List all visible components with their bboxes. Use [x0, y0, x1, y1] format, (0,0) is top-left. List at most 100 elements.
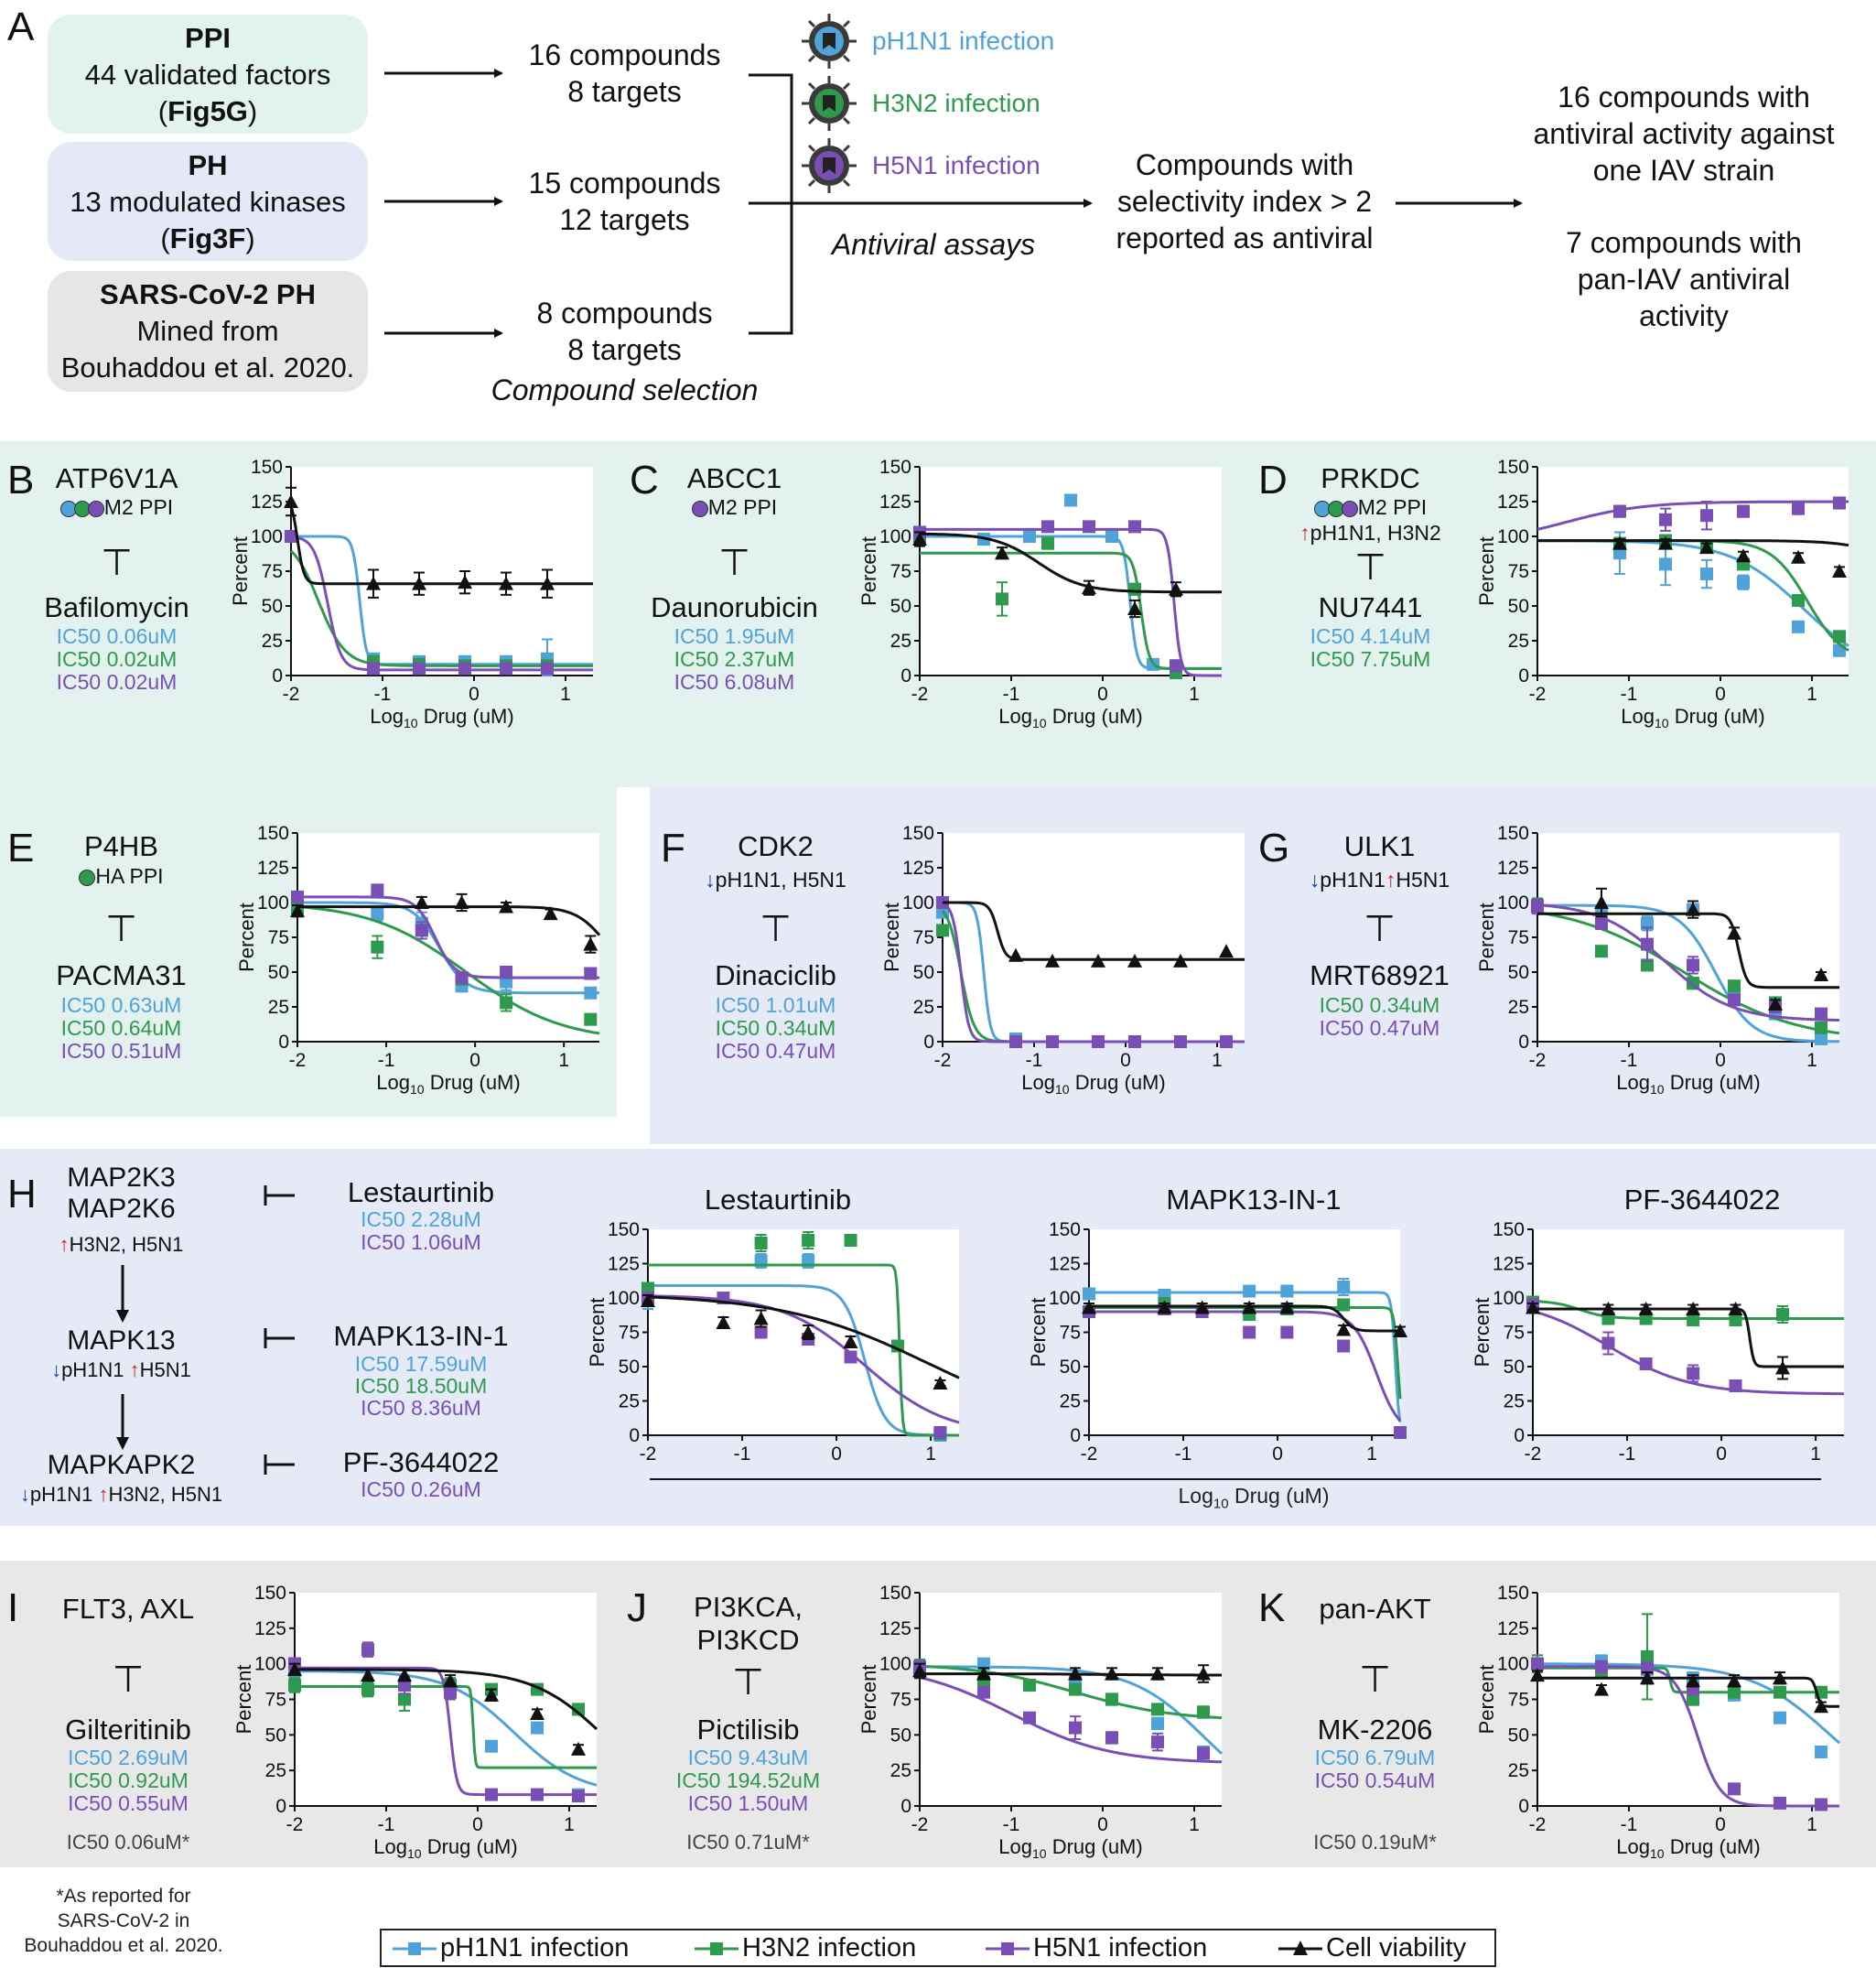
data-point-h5n1-infection: [1243, 1325, 1256, 1339]
y-tick-label: 25: [619, 1391, 640, 1412]
data-point-cell-viability: [1773, 1671, 1787, 1685]
panel-label-i: I: [7, 1585, 19, 1630]
y-tick-label: 50: [619, 1357, 640, 1378]
y-tick-label: 125: [1493, 1254, 1525, 1275]
ic50-c-3: IC50 6.08uM: [674, 670, 795, 694]
panel-label-b: B: [7, 458, 35, 503]
y-axis-label: Percent: [1027, 1298, 1050, 1368]
ppi-e: HA PPI: [41, 863, 201, 889]
y-tick-label: 150: [902, 823, 934, 844]
y-axis-label: Percent: [1471, 1298, 1493, 1368]
data-point-h5n1-infection: [444, 1685, 457, 1699]
drug-g: MRT68921: [1310, 959, 1450, 991]
x-tick-label: -2: [640, 1444, 657, 1465]
ppi-c: M2 PPI: [654, 494, 814, 520]
data-point-cell-viability: [1150, 1666, 1165, 1681]
panel-label-j: J: [627, 1585, 647, 1630]
data-point-ph1n1-infection: [1700, 568, 1713, 581]
data-point-cell-viability: [1814, 968, 1828, 982]
data-point-cell-viability: [412, 576, 426, 590]
y-tick-label: 125: [1497, 858, 1529, 879]
data-point-h5n1-infection: [1639, 1357, 1653, 1370]
data-point-cell-viability: [801, 1325, 816, 1339]
y-tick-label: 125: [879, 1618, 911, 1639]
panel-label-f: F: [661, 826, 685, 870]
data-point-h5n1-infection: [1128, 1035, 1141, 1048]
data-point-cell-viability: [290, 903, 305, 918]
ppi-dot-h5n1: [87, 500, 104, 517]
data-point-h5n1-infection: [1046, 1035, 1059, 1048]
data-point-ph1n1-infection: [1280, 1284, 1294, 1298]
data-point-cell-viability: [1791, 549, 1806, 564]
y-tick-label: 125: [879, 492, 911, 513]
data-point-cell-viability: [1736, 548, 1751, 563]
inhibit-symbol-b: ⊤: [101, 543, 133, 583]
data-point-h5n1-infection: [1041, 520, 1054, 534]
y-tick-label: 0: [900, 1796, 911, 1817]
data-point-ph1n1-infection: [1815, 1032, 1827, 1045]
reg-f-label: pH1N1, H5N1: [715, 868, 846, 892]
y-tick-label: 75: [890, 1690, 911, 1711]
x-tick-label: 1: [1189, 1814, 1200, 1835]
data-point-cell-viability: [1279, 1300, 1295, 1314]
y-tick-label: 75: [913, 927, 934, 948]
h-shared-xlabel: Log10 Drug (uM): [1126, 1483, 1382, 1518]
y-tick-label: 25: [890, 1760, 911, 1781]
data-point-h5n1-infection: [572, 1790, 585, 1803]
y-tick-label: 125: [251, 492, 283, 513]
sars-ic50-k: IC50 0.19uM*: [1313, 1831, 1437, 1854]
y-tick-label: 25: [913, 997, 934, 1018]
data-point-cell-viability: [1173, 953, 1188, 968]
data-point-cell-viability: [1699, 540, 1714, 555]
data-point-h3n2-infection: [1833, 630, 1846, 643]
x-axis-label: Log10 Drug (uM): [370, 705, 513, 730]
data-point-cell-viability: [1686, 902, 1700, 916]
x-axis-label: Log10 Drug (uM): [373, 1835, 517, 1861]
x-tick-label: -1: [1175, 1444, 1192, 1465]
y-tick-label: 0: [923, 1032, 934, 1053]
node-mapk13-up-label: H5N1: [139, 1358, 191, 1381]
data-point-cell-viability: [753, 1311, 769, 1325]
y-tick-label: 75: [1060, 1323, 1081, 1344]
data-point-h5n1-infection: [1729, 1379, 1742, 1392]
data-point-h5n1-infection: [1128, 520, 1141, 534]
y-tick-label: 75: [890, 561, 911, 582]
x-tick-label: 1: [1212, 1050, 1223, 1071]
fit-curve-h5n1-infection: [297, 895, 599, 979]
selectivity-line2: selectivity index > 2: [1116, 185, 1373, 218]
data-point-h5n1-infection: [1337, 1339, 1351, 1353]
reg-g-down-label: pH1N1: [1320, 868, 1385, 892]
footnote-line1: *As reported for: [56, 1886, 191, 1907]
data-point-h5n1-infection: [1174, 1035, 1187, 1048]
y-tick-label: 75: [265, 1690, 286, 1711]
selectivity-line1: Compounds with: [1135, 148, 1354, 181]
data-point-ph1n1-infection: [1774, 1711, 1786, 1725]
result1-line1: 16 compounds with: [1558, 81, 1810, 114]
plot-area: [1537, 467, 1849, 676]
data-point-h3n2-infection: [1687, 1314, 1700, 1326]
x-tick-label: 1: [925, 1444, 936, 1465]
y-tick-label: 25: [1504, 1391, 1525, 1412]
data-point-h5n1-infection: [1023, 1711, 1036, 1725]
data-point-cell-viability: [1640, 1671, 1655, 1685]
data-point-cell-viability: [1832, 564, 1847, 578]
y-tick-label: 125: [1049, 1254, 1081, 1275]
y-tick-label: 150: [251, 457, 283, 478]
y-tick-label: 0: [1518, 1032, 1529, 1053]
data-point-h5n1-infection: [485, 1788, 498, 1801]
drug-j: Pictilisib: [696, 1714, 800, 1746]
data-point-cell-viability: [454, 895, 469, 909]
x-tick-label: -1: [1003, 684, 1020, 705]
h-ic50-mapk13-2: IC50 18.50uM: [354, 1374, 488, 1398]
drug-i: Gilteritinib: [65, 1714, 191, 1746]
ic50-c-1: IC50 1.95uM: [674, 624, 795, 648]
sars-ph-box-line2: Bouhaddou et al. 2020.: [60, 351, 355, 384]
data-point-cell-viability: [1727, 925, 1741, 940]
y-tick-label: 0: [1070, 1425, 1081, 1446]
h-drug-mapk13-in-1: MAPK13-IN-1: [333, 1320, 509, 1352]
x-tick-label: -1: [734, 1444, 751, 1465]
target-e: P4HB: [84, 830, 158, 862]
fit-curve-h5n1-infection: [648, 1294, 960, 1424]
fit-curve-cell-viability: [1537, 1676, 1839, 1708]
y-tick-label: 75: [1508, 927, 1529, 948]
